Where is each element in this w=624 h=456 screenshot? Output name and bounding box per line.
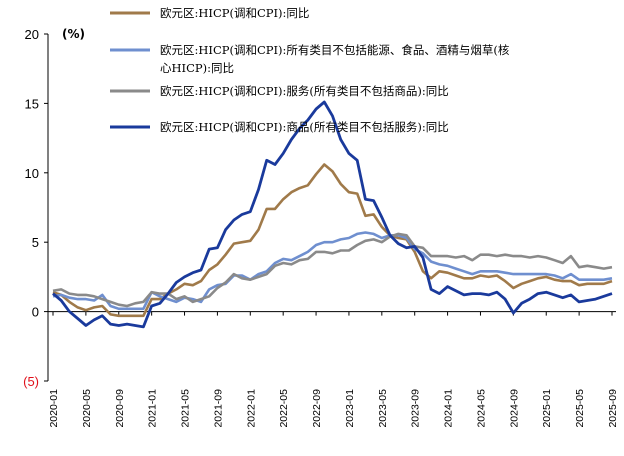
- x-tick-label: 2020-01: [48, 389, 60, 428]
- x-tick-label: 2022-05: [278, 389, 290, 428]
- series-line-1: [52, 163, 613, 318]
- series-line-4: [52, 100, 613, 329]
- y-tick-label: 20: [25, 27, 39, 42]
- x-tick-label: 2025-09: [607, 389, 619, 428]
- legend-label-4: 欧元区:HICP(调和CPI):商品(所有类目不包括服务):同比: [160, 120, 449, 134]
- x-tick-label: 2024-05: [475, 389, 487, 428]
- series-line-2: [52, 231, 613, 311]
- y-tick-label: 10: [25, 166, 39, 181]
- x-tick-label: 2023-01: [344, 389, 356, 428]
- x-tick-label: 2021-01: [147, 389, 159, 428]
- chart-series: [52, 100, 613, 329]
- chart-axes: 20 15 10 5 0 (5) (%) 2020-01 2020-05 2020-09 2021-…: [23, 27, 619, 428]
- x-tick-label: 2025-05: [574, 389, 586, 428]
- y-tick-label: 5: [32, 235, 39, 250]
- x-tick-label: 2020-05: [81, 389, 93, 428]
- y-tick-label: 0: [32, 305, 39, 320]
- x-tick-label: 2021-05: [180, 389, 192, 428]
- legend-label-2: 欧元区:HICP(调和CPI):所有类目不包括能源、食品、酒精与烟草(核: [160, 43, 510, 57]
- x-tick-label: 2024-01: [443, 389, 455, 428]
- legend-label-3: 欧元区:HICP(调和CPI):服务(所有类目不包括商品):同比: [160, 84, 449, 98]
- y-unit-label: (%): [62, 27, 85, 41]
- x-tick-label: 2021-09: [212, 389, 224, 428]
- series-line-3: [52, 232, 613, 308]
- x-tick-label: 2025-01: [541, 389, 553, 428]
- x-tick-label: 2022-01: [245, 389, 257, 428]
- x-tick-label: 2023-05: [377, 389, 389, 428]
- x-tick-label: 2022-09: [311, 389, 323, 428]
- chart-legend: 欧元区:HICP(调和CPI):同比欧元区:HICP(调和CPI):所有类目不包…: [110, 6, 510, 134]
- legend-label-1: 欧元区:HICP(调和CPI):同比: [160, 6, 309, 20]
- x-tick-label: 2023-09: [410, 389, 422, 428]
- legend-label-2: 心HICP):同比: [160, 61, 234, 75]
- y-tick-label: 15: [25, 96, 39, 111]
- x-tick-label: 2020-09: [114, 389, 126, 428]
- y-tick-label: (5): [23, 374, 39, 389]
- x-tick-label: 2024-09: [508, 389, 520, 428]
